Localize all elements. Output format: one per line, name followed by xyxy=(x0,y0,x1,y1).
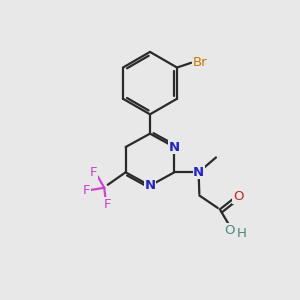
Text: O: O xyxy=(233,190,244,203)
Text: N: N xyxy=(193,166,204,179)
Text: Br: Br xyxy=(193,56,207,69)
Text: N: N xyxy=(169,140,180,154)
Text: F: F xyxy=(103,198,111,211)
Text: H: H xyxy=(237,227,247,240)
Text: F: F xyxy=(90,166,98,179)
Text: F: F xyxy=(82,184,90,196)
Text: N: N xyxy=(144,179,156,192)
Text: O: O xyxy=(225,224,235,237)
